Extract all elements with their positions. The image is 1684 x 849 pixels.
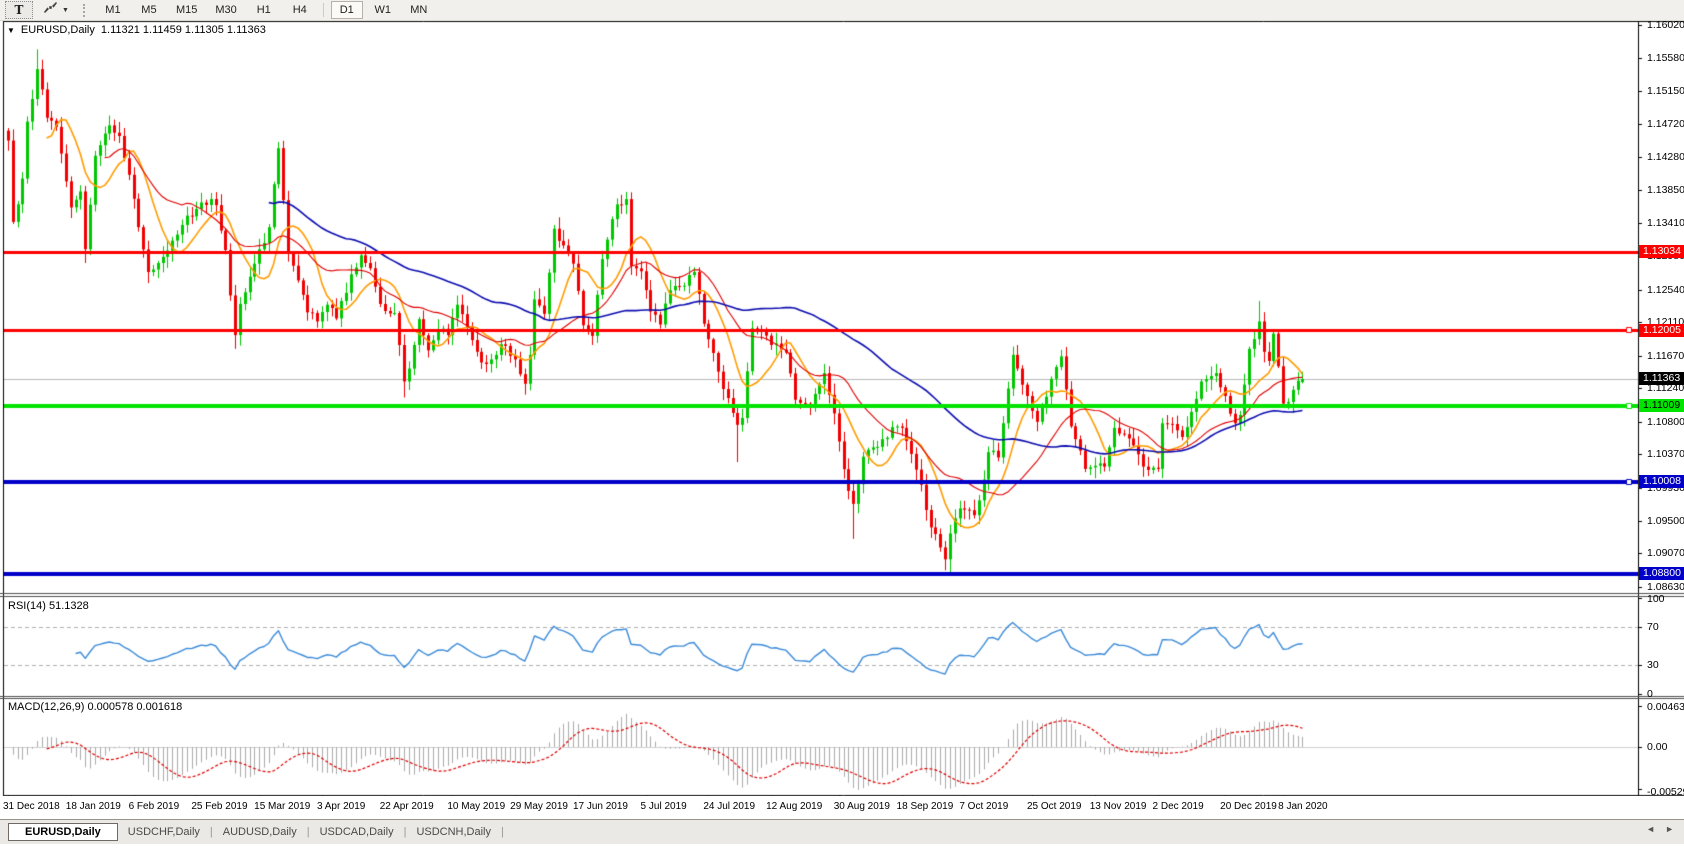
price-axis-tick: 1.14720 xyxy=(1647,117,1684,130)
hline-price-label[interactable]: 1.11009 xyxy=(1639,399,1684,413)
rsi-axis-tick: 0 xyxy=(1647,688,1653,700)
rsi-axis-tick: 100 xyxy=(1647,593,1665,605)
date-axis-label: 22 Apr 2019 xyxy=(379,801,434,812)
date-axis-label: 5 Jul 2019 xyxy=(640,801,687,812)
tab-scroll-left-icon[interactable]: ◄ xyxy=(1646,824,1656,834)
timeframe-button-m1[interactable]: M1 xyxy=(105,4,121,16)
price-axis-tick: 1.15150 xyxy=(1647,85,1684,98)
tab-eurusd-daily[interactable]: EURUSD,Daily xyxy=(8,823,118,841)
text-tool-button[interactable]: T xyxy=(5,1,33,19)
text-tool-label: T xyxy=(14,3,24,17)
symbol-tabbar: EURUSD,Daily USDCHF,Daily | AUDUSD,Daily | US… xyxy=(0,819,1684,844)
tab-scroll-buttons: ◄ ► xyxy=(1646,824,1674,834)
price-axis-tick: 1.09500 xyxy=(1647,514,1684,527)
timeframe-button-w1[interactable]: W1 xyxy=(374,4,392,16)
hline-price-label[interactable]: 1.10008 xyxy=(1639,475,1684,489)
hline-price-label[interactable]: 1.13034 xyxy=(1639,245,1684,259)
tab-separator: | xyxy=(306,826,310,838)
tab-usdchf-daily[interactable]: USDCHF,Daily xyxy=(127,826,200,838)
date-axis-label: 17 Jun 2019 xyxy=(572,801,628,812)
tab-audusd-daily[interactable]: AUDUSD,Daily xyxy=(222,826,297,838)
price-axis-tick: 1.16020 xyxy=(1647,19,1684,32)
date-axis-label: 30 Aug 2019 xyxy=(833,801,890,812)
date-axis-label: 18 Sep 2019 xyxy=(896,801,954,812)
price-axis-tick: 1.14280 xyxy=(1647,151,1684,164)
price-axis-tick: 1.10800 xyxy=(1647,415,1684,428)
cursor-arrows-icon[interactable] xyxy=(43,0,58,20)
date-axis-label: 12 Aug 2019 xyxy=(766,801,823,812)
timeframe-button-m5[interactable]: M5 xyxy=(141,4,157,16)
date-axis-label: 10 May 2019 xyxy=(447,801,506,812)
price-axis-tick: 1.13850 xyxy=(1647,183,1684,196)
date-axis-label: 18 Jan 2019 xyxy=(65,801,121,812)
timeframe-button-m30[interactable]: M30 xyxy=(215,4,237,16)
timeframe-button-h4[interactable]: H4 xyxy=(292,4,307,16)
price-axis-tick: 1.08630 xyxy=(1647,580,1684,593)
date-axis-label: 29 May 2019 xyxy=(510,801,568,812)
price-axis-tick: 1.10370 xyxy=(1647,448,1684,461)
macd-axis-tick: 0.00463 xyxy=(1647,701,1684,713)
timeframe-button-d1[interactable]: D1 xyxy=(330,1,363,19)
date-axis-label: 7 Oct 2019 xyxy=(959,801,1009,812)
timeframe-button-h1[interactable]: H1 xyxy=(256,4,271,16)
date-axis-label: 31 Dec 2018 xyxy=(3,801,60,812)
date-axis[interactable] xyxy=(0,796,1684,818)
macd-indicator-label: MACD(12,26,9) 0.000578 0.001618 xyxy=(8,701,183,713)
price-axis-tick: 1.15580 xyxy=(1647,52,1684,65)
timeframe-buttons: M1 M5 M15 M30 H1 H4 D1 W1 MN xyxy=(95,1,437,19)
macd-axis-tick: -0.005299 xyxy=(1647,786,1684,798)
tab-separator: | xyxy=(501,826,504,838)
chart-ohlc-values: 1.11321 1.11459 1.11305 1.11363 xyxy=(100,24,266,36)
date-axis-label: 20 Dec 2019 xyxy=(1220,801,1277,812)
date-axis-label: 24 Jul 2019 xyxy=(703,801,756,812)
date-axis-label: 6 Feb 2019 xyxy=(128,801,180,812)
dropdown-arrow-icon[interactable]: ▼ xyxy=(62,6,69,14)
price-axis-tick: 1.11670 xyxy=(1647,349,1684,362)
date-axis-label: 8 Jan 2020 xyxy=(1278,801,1328,812)
tab-scroll-right-icon[interactable]: ► xyxy=(1665,824,1674,834)
tab-usdcad-daily[interactable]: USDCAD,Daily xyxy=(319,826,394,838)
price-axis-tick: 1.12540 xyxy=(1647,283,1684,296)
date-axis-label: 2 Dec 2019 xyxy=(1152,801,1204,812)
toolbar-grip[interactable] xyxy=(82,3,88,17)
price-axis-tick: 1.13410 xyxy=(1647,217,1684,230)
date-axis-label: 3 Apr 2019 xyxy=(316,801,366,812)
date-axis-label: 25 Oct 2019 xyxy=(1026,801,1082,812)
toolbar-separator xyxy=(322,3,324,17)
tab-usdcnh-daily[interactable]: USDCNH,Daily xyxy=(416,826,491,838)
tab-separator: | xyxy=(209,826,213,838)
macd-axis-tick: 0.00 xyxy=(1647,741,1668,753)
rsi-indicator-label: RSI(14) 51.1328 xyxy=(8,600,89,612)
toolbar: T ▼ M1 M5 M15 M30 H1 H4 D1 W1 MN xyxy=(0,0,1684,21)
date-axis-label: 13 Nov 2019 xyxy=(1089,801,1147,812)
rsi-axis-tick: 70 xyxy=(1647,620,1659,633)
current-price-label: 1.11363 xyxy=(1639,372,1684,386)
collapse-icon[interactable]: ▼ xyxy=(7,25,15,35)
timeframe-button-mn[interactable]: MN xyxy=(410,4,428,16)
hline-price-label[interactable]: 1.08800 xyxy=(1639,567,1684,581)
date-axis-label: 25 Feb 2019 xyxy=(191,801,248,812)
rsi-axis-tick: 30 xyxy=(1647,659,1659,672)
chart-title: ▼ EURUSD,Daily 1.11321 1.11459 1.11305 1… xyxy=(7,24,266,36)
hline-price-label[interactable]: 1.12005 xyxy=(1639,323,1684,337)
date-axis-label: 15 Mar 2019 xyxy=(254,801,311,812)
chart-symbol-title: EURUSD,Daily xyxy=(20,24,95,36)
tab-separator: | xyxy=(403,826,407,838)
price-axis-tick: 1.09070 xyxy=(1647,547,1684,560)
timeframe-button-m15[interactable]: M15 xyxy=(175,4,198,16)
